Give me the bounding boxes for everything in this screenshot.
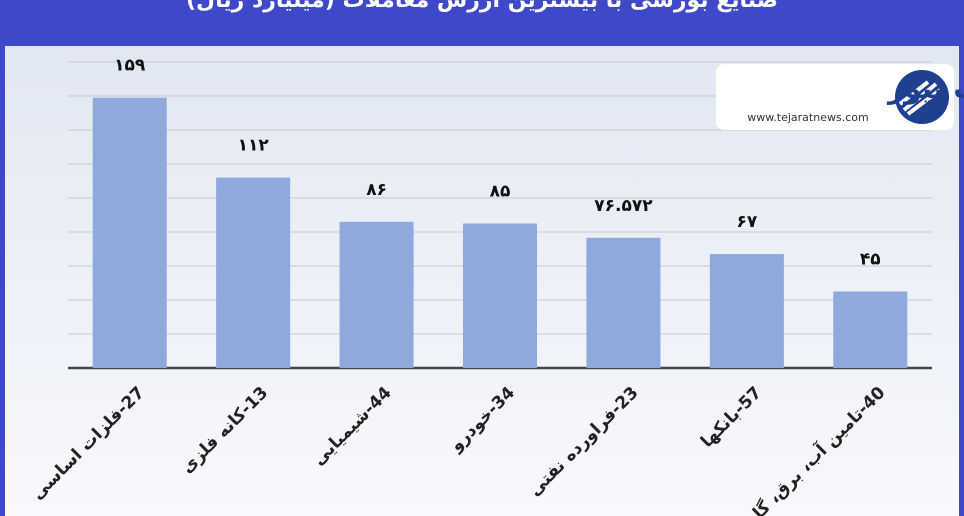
frame-right	[959, 0, 964, 516]
logo-url: www.tejaratnews.com	[747, 111, 868, 124]
value-label: ۸۵	[490, 182, 511, 202]
value-label: ۸۶	[366, 180, 387, 200]
logo: تجارت نیوز www.tejaratnews.com	[716, 64, 964, 130]
logo-box	[716, 64, 954, 130]
header-band	[0, 0, 964, 46]
bar	[586, 237, 661, 368]
logo-name: تجارت نیوز	[886, 72, 964, 105]
value-label: ۴۵	[860, 250, 881, 270]
frame-left	[0, 0, 5, 516]
bar	[709, 254, 784, 368]
bar	[339, 221, 414, 368]
logo-icon-lines	[898, 80, 942, 116]
value-label: ۷۶.۵۷۲	[594, 196, 653, 216]
chart-title: صنایع بورسی با بیشترین ارزش معاملات (میل…	[186, 0, 778, 13]
value-label: ۱۱۲	[238, 136, 270, 156]
bar	[92, 97, 167, 368]
bar	[462, 223, 538, 368]
bar	[216, 177, 291, 368]
value-label: ۶۷	[736, 212, 757, 232]
value-label: ۱۵۹	[114, 56, 146, 76]
bar	[833, 291, 908, 368]
